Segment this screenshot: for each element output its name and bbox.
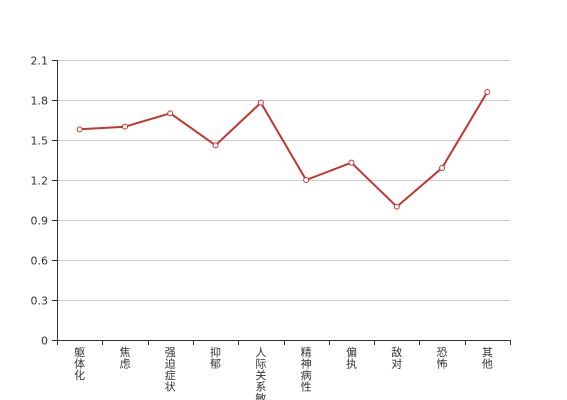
data-point[interactable]	[212, 142, 219, 149]
data-point[interactable]	[484, 89, 491, 95]
y-tick-label: 0.6	[31, 255, 49, 268]
data-point[interactable]	[121, 123, 128, 130]
x-tick-label: 焦虑	[119, 346, 130, 371]
data-point[interactable]	[303, 177, 310, 183]
y-tick-label: 0	[41, 335, 48, 348]
x-tick-label: 恐怖	[437, 346, 448, 371]
series-layer	[76, 89, 491, 210]
y-tick-label: 1.8	[31, 95, 49, 108]
data-point[interactable]	[393, 203, 400, 210]
grid-lines	[57, 60, 510, 301]
data-point[interactable]	[257, 99, 264, 106]
y-tick-label: 0.3	[31, 295, 49, 308]
x-axis: 躯体化 焦虑 强迫症状 抑郁 人际关系敏感 精神病性 偏执 敌对 恐怖 其他	[57, 340, 511, 400]
x-tick-label: 偏执	[346, 345, 357, 371]
data-point[interactable]	[167, 110, 174, 117]
x-tick-label: 精神病性	[301, 346, 312, 394]
series-line	[79, 91, 489, 208]
y-tick-label: 0.9	[31, 215, 49, 228]
x-tick-label: 强迫症状	[165, 346, 176, 394]
x-tick-label: 抑郁	[210, 345, 221, 371]
x-tick-label: 其他	[482, 346, 493, 371]
y-axis: 0 0.3 0.6 0.9 1.2 1.5 1.8 2.1	[31, 55, 58, 348]
x-tick-label: 躯体化	[74, 346, 85, 382]
x-tick-label: 敌对	[391, 345, 402, 371]
data-point[interactable]	[439, 165, 446, 171]
x-tick-label: 人际关系敏感	[255, 346, 266, 400]
data-point[interactable]	[76, 126, 83, 133]
y-tick-label: 1.5	[31, 135, 49, 148]
data-point[interactable]	[348, 159, 355, 166]
y-tick-label: 1.2	[31, 175, 49, 188]
y-tick-label: 2.1	[31, 55, 49, 68]
